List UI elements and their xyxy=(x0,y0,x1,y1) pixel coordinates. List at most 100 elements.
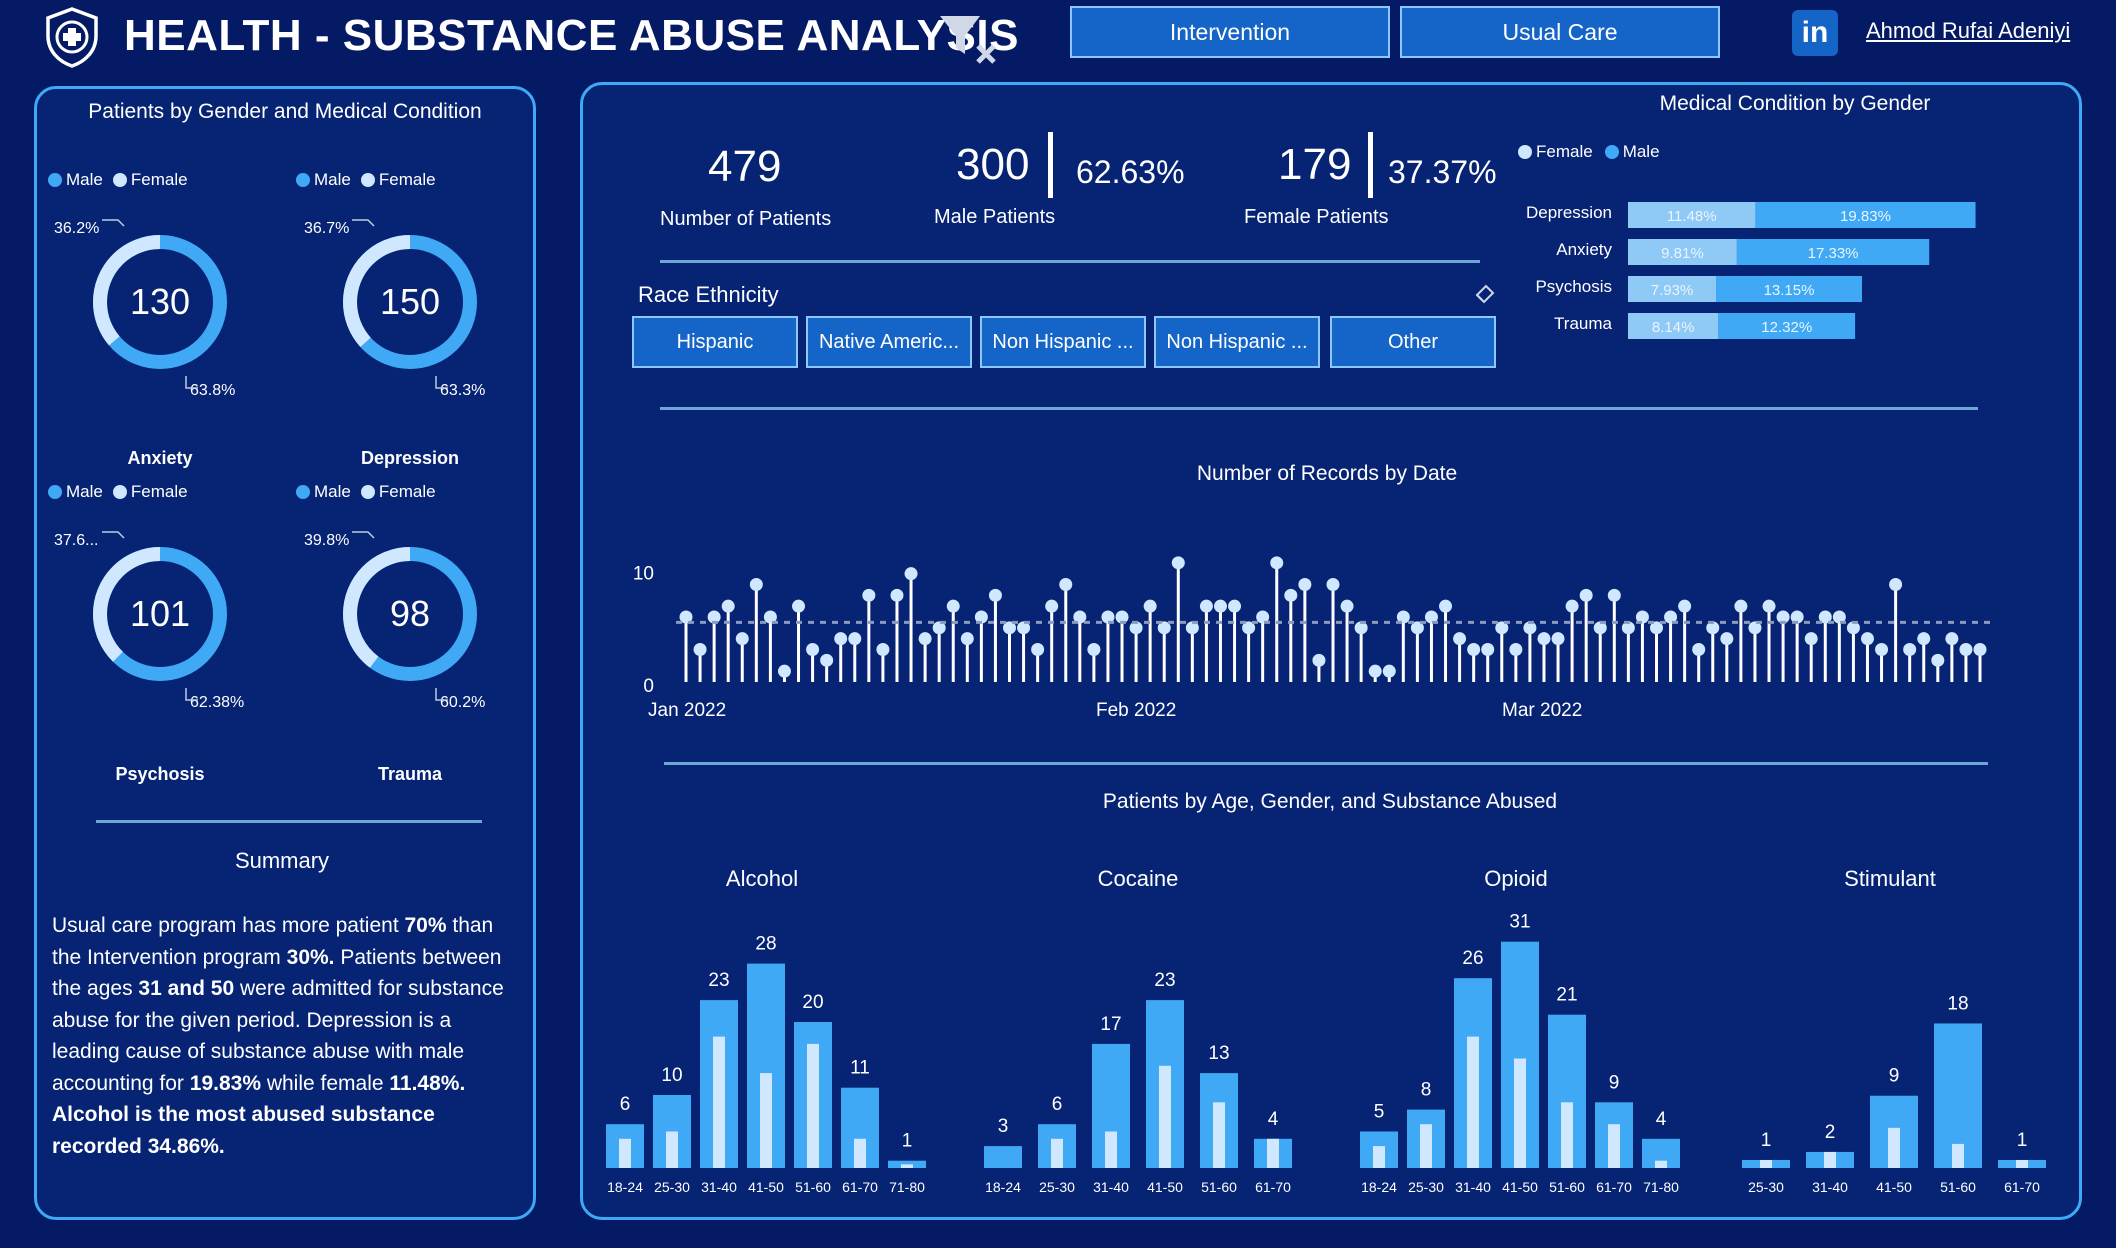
race-option-hispanic[interactable]: Hispanic xyxy=(632,316,798,368)
record-point xyxy=(1031,643,1045,656)
age-bar-value: 8 xyxy=(1421,1080,1432,1101)
race-option-other[interactable]: Other xyxy=(1330,316,1496,368)
age-bar-female xyxy=(1561,1102,1573,1168)
age-category-label: 51-60 xyxy=(1201,1179,1237,1195)
age-bar-female xyxy=(1105,1131,1117,1168)
male-bar-label: 12.32% xyxy=(1761,319,1812,336)
record-point xyxy=(1607,588,1621,602)
age-bar-female xyxy=(1051,1138,1063,1168)
record-point xyxy=(1762,599,1776,613)
age-category-label: 71-80 xyxy=(1643,1179,1679,1195)
age-bar-value: 6 xyxy=(620,1094,631,1115)
legend-male-label: Male xyxy=(314,482,351,501)
age-bar-value: 18 xyxy=(1947,993,1968,1014)
age-bar-female xyxy=(1213,1102,1225,1168)
male-patients-pct: 62.63% xyxy=(1076,154,1185,190)
age-bar-female xyxy=(807,1043,819,1168)
eraser-icon[interactable] xyxy=(1474,282,1496,309)
record-point xyxy=(1790,610,1804,624)
record-point xyxy=(1340,599,1354,613)
age-bar-female xyxy=(901,1164,913,1168)
summary-divider xyxy=(96,820,482,823)
record-point xyxy=(1565,599,1579,613)
record-point xyxy=(1889,578,1903,591)
substance-panel-title: Cocaine xyxy=(1098,866,1179,891)
donut-female-arc xyxy=(93,547,227,681)
record-point xyxy=(1284,588,1298,602)
age-category-label: 25-30 xyxy=(1408,1179,1444,1195)
record-point xyxy=(1734,599,1748,613)
record-point xyxy=(932,621,946,635)
record-point xyxy=(862,588,876,602)
record-point xyxy=(960,632,974,646)
record-point xyxy=(1931,653,1945,667)
age-category-label: 41-50 xyxy=(1502,1179,1538,1195)
record-point xyxy=(1973,643,1987,656)
legend-female-label: Female xyxy=(378,482,436,501)
usual-care-button[interactable]: Usual Care xyxy=(1400,6,1720,58)
female-legend-dot xyxy=(112,173,127,187)
male-bar xyxy=(1755,202,1976,228)
record-point xyxy=(735,632,749,646)
page-title: HEALTH - SUBSTANCE ABUSE ANALYSIS xyxy=(124,11,1019,60)
age-category-label: 31-40 xyxy=(1093,1179,1129,1195)
substance-panel-title: Alcohol xyxy=(726,866,798,891)
legend-male-label: Male xyxy=(314,170,351,189)
age-category-label: 31-40 xyxy=(1812,1179,1848,1195)
female-bar xyxy=(1628,313,1719,339)
age-bar-value: 28 xyxy=(755,934,776,955)
male-patients-label: Male Patients xyxy=(934,206,1056,228)
female-bar-label: 9.81% xyxy=(1661,245,1704,262)
race-option-native-american[interactable]: Native Americ... xyxy=(806,316,972,368)
age-bar-female xyxy=(1888,1127,1900,1168)
female-patients-pct: 37.37% xyxy=(1388,154,1497,190)
record-point xyxy=(1439,599,1453,613)
clear-filter-icon[interactable] xyxy=(938,12,1002,68)
substance-panel-title: Stimulant xyxy=(1844,866,1936,891)
author-link[interactable]: Ahmod Rufai Adeniyi xyxy=(1866,18,2071,43)
age-bar-female xyxy=(1373,1146,1385,1168)
legend-female-label: Female xyxy=(378,170,436,189)
donut-name-depression: Depression xyxy=(360,448,460,468)
records-by-date-title: Number of Records by Date xyxy=(1196,462,1458,485)
record-point xyxy=(1003,621,1016,635)
record-point xyxy=(1354,621,1368,635)
donut-total: 98 xyxy=(390,593,430,634)
age-category-label: 61-70 xyxy=(2004,1179,2040,1195)
male-legend-dot xyxy=(296,485,310,499)
age-bar-female xyxy=(1514,1058,1526,1168)
linkedin-icon[interactable]: in xyxy=(1792,10,1838,56)
y-tick-label: 10 xyxy=(633,564,654,585)
age-bar-value: 1 xyxy=(2017,1130,2028,1151)
male-legend-dot xyxy=(48,173,62,187)
condition-label: Anxiety xyxy=(1556,240,1612,259)
male-bar-label: 19.83% xyxy=(1840,208,1891,225)
donut-name-anxiety: Anxiety xyxy=(127,448,193,468)
donut-female-pct: 36.2% xyxy=(54,220,100,237)
record-point xyxy=(806,643,820,656)
record-point xyxy=(848,632,862,646)
record-point xyxy=(1650,621,1663,635)
legend-female-label: Female xyxy=(1536,142,1593,161)
male-bar xyxy=(1736,239,1930,265)
age-category-label: 25-30 xyxy=(654,1179,690,1195)
donut-total: 130 xyxy=(130,281,190,322)
age-category-label: 18-24 xyxy=(1361,1179,1397,1195)
race-option-non-hispanic-1[interactable]: Non Hispanic ... xyxy=(980,316,1146,368)
record-point xyxy=(918,632,932,646)
age-bar-value: 1 xyxy=(902,1131,913,1152)
x-tick-label: Feb 2022 xyxy=(1096,700,1176,721)
record-point xyxy=(974,610,988,624)
record-point xyxy=(1256,610,1270,624)
shield-cross-logo-icon xyxy=(44,6,100,68)
donut-female-pct: 37.6... xyxy=(54,532,99,549)
donut-female-pct: 39.8% xyxy=(304,532,350,549)
record-point xyxy=(876,643,890,656)
record-point xyxy=(1087,643,1101,656)
record-point xyxy=(707,610,721,624)
record-point xyxy=(1228,599,1242,613)
record-point xyxy=(1101,610,1115,624)
record-point xyxy=(1185,621,1199,635)
race-option-non-hispanic-2[interactable]: Non Hispanic ... xyxy=(1154,316,1320,368)
intervention-button[interactable]: Intervention xyxy=(1070,6,1390,58)
